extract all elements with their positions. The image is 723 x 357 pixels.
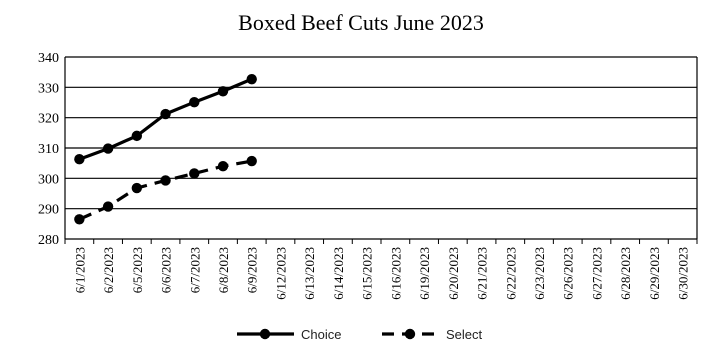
data-point-select bbox=[131, 182, 143, 194]
data-point-choice bbox=[102, 143, 114, 154]
x-tick-label: 6/29/2023 bbox=[647, 247, 662, 300]
data-point-choice bbox=[131, 130, 143, 142]
y-tick-label-320: 320 bbox=[38, 112, 59, 127]
x-tick-label: 6/6/2023 bbox=[159, 247, 174, 293]
legend-label-choice: Choice bbox=[301, 327, 341, 342]
x-tick-label: 6/22/2023 bbox=[503, 247, 518, 300]
x-tick-label: 6/30/2023 bbox=[676, 247, 691, 300]
chart-title: Boxed Beef Cuts June 2023 bbox=[238, 10, 484, 35]
x-tick-label: 6/15/2023 bbox=[360, 247, 375, 300]
data-point-choice bbox=[189, 96, 200, 108]
legend-marker-select bbox=[404, 328, 416, 340]
legend-marker-choice bbox=[259, 328, 271, 340]
x-tick-label: 6/16/2023 bbox=[388, 247, 403, 300]
x-tick-label: 6/28/2023 bbox=[618, 247, 633, 300]
y-tick-label-330: 330 bbox=[38, 81, 59, 96]
data-point-choice bbox=[217, 86, 229, 97]
x-tick-label: 6/5/2023 bbox=[130, 247, 145, 293]
x-tick-label: 6/1/2023 bbox=[72, 247, 87, 293]
data-point-select bbox=[102, 201, 114, 212]
x-tick-label: 6/26/2023 bbox=[561, 247, 576, 300]
x-tick-label: 6/7/2023 bbox=[187, 247, 202, 293]
data-point-choice bbox=[246, 73, 257, 85]
y-tick-label-300: 300 bbox=[38, 172, 59, 187]
x-tick-label: 6/20/2023 bbox=[446, 247, 461, 300]
x-tick-label: 6/21/2023 bbox=[475, 247, 490, 300]
x-tick-label: 6/14/2023 bbox=[331, 247, 346, 300]
y-tick-label-340: 340 bbox=[38, 51, 59, 66]
x-tick-label: 6/8/2023 bbox=[216, 247, 231, 293]
y-tick-label-310: 310 bbox=[38, 142, 59, 157]
y-tick-label-280: 280 bbox=[38, 233, 59, 248]
x-tick-label: 6/27/2023 bbox=[589, 247, 604, 300]
data-point-choice bbox=[160, 108, 171, 120]
legend-label-select: Select bbox=[446, 327, 483, 342]
data-point-select bbox=[160, 175, 171, 186]
x-tick-label: 6/12/2023 bbox=[273, 247, 288, 300]
x-tick-label: 6/2/2023 bbox=[101, 247, 116, 293]
x-tick-label: 6/19/2023 bbox=[417, 247, 432, 300]
x-tick-label: 6/9/2023 bbox=[245, 247, 260, 293]
y-tick-label-290: 290 bbox=[38, 203, 59, 218]
data-point-choice bbox=[74, 154, 85, 165]
data-point-select bbox=[189, 168, 200, 179]
x-tick-label: 6/23/2023 bbox=[532, 247, 547, 300]
data-point-select bbox=[217, 161, 229, 172]
data-point-select bbox=[246, 155, 257, 167]
data-point-select bbox=[74, 214, 85, 225]
x-tick-label: 6/13/2023 bbox=[302, 247, 317, 300]
